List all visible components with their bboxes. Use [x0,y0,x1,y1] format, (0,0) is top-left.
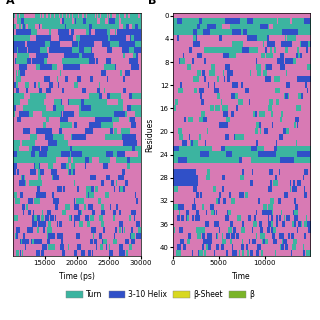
X-axis label: Time (ps): Time (ps) [59,272,95,281]
Legend: Turn, 3-10 Helix, β-Sheet, β: Turn, 3-10 Helix, β-Sheet, β [66,290,254,299]
X-axis label: Time: Time [232,272,251,281]
Text: A: A [6,0,15,5]
Text: B: B [148,0,156,5]
Y-axis label: Residues: Residues [145,117,154,152]
